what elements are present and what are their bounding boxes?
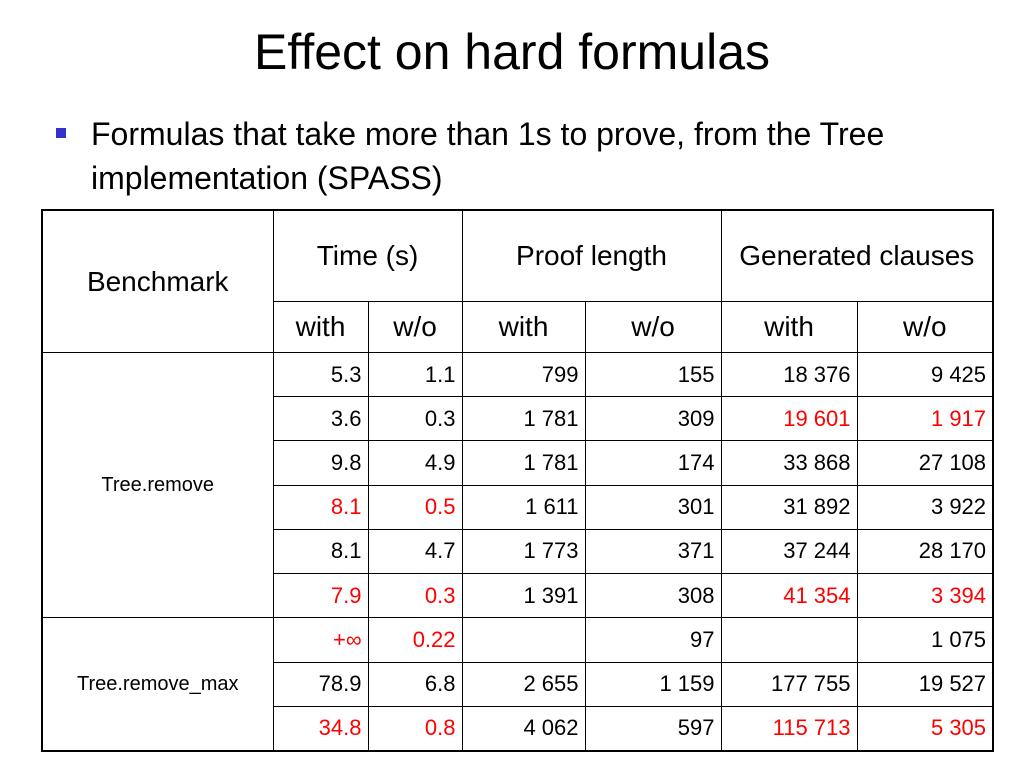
slide-title: Effect on hard formulas — [253, 24, 770, 80]
cell-time-with: 3.6 — [272, 396, 369, 442]
cell-time-with: 5.3 — [272, 351, 369, 398]
cell-proof-wo: 174 — [584, 440, 722, 486]
cell-time-with: +∞ — [272, 617, 369, 663]
cell-proof-with — [461, 617, 586, 663]
cell-time-wo: 4.9 — [367, 440, 463, 486]
header-time: Time (s) — [272, 209, 463, 302]
cell-time-wo: 0.5 — [367, 484, 463, 530]
cell-proof-with: 1 611 — [461, 484, 586, 530]
cell-proof-with: 1 781 — [461, 396, 586, 442]
header-time-wo: w/o — [367, 301, 463, 353]
cell-clauses-with — [720, 617, 858, 663]
header-generated-clauses: Generated clauses — [720, 209, 994, 302]
header-time-with: with — [272, 301, 369, 353]
cell-proof-wo: 597 — [584, 705, 722, 752]
cell-time-with: 8.1 — [272, 484, 369, 530]
cell-proof-wo: 155 — [584, 351, 722, 398]
cell-proof-with: 1 781 — [461, 440, 586, 486]
header-proof-with: with — [461, 301, 586, 353]
table-body: Tree.remove 5.3 1.1 799 155 18 376 9 425 3.6 0.3… — [41, 351, 994, 752]
header-clauses-wo: w/o — [856, 301, 994, 353]
cell-proof-with: 4 062 — [461, 705, 586, 752]
cell-proof-with: 1 391 — [461, 573, 586, 619]
cell-clauses-wo: 19 527 — [856, 661, 994, 707]
results-table: Benchmark Time (s) Proof length Generate… — [41, 209, 995, 752]
cell-proof-wo: 309 — [584, 396, 722, 442]
cell-clauses-wo: 5 305 — [856, 705, 994, 752]
cell-time-with: 78.9 — [272, 661, 369, 707]
bullet-text: Formulas that take more than 1s to prove… — [91, 116, 885, 196]
cell-time-wo: 0.22 — [367, 617, 463, 663]
cell-clauses-with: 19 601 — [720, 396, 858, 442]
header-clauses-with: with — [720, 301, 858, 353]
benchmark-cell: Tree.remove — [41, 351, 274, 619]
cell-clauses-with: 37 244 — [720, 528, 858, 575]
cell-clauses-with: 177 755 — [720, 661, 858, 707]
cell-clauses-with: 31 892 — [720, 484, 858, 530]
table-row: 78.9 6.8 2 655 1 159 177 755 19 527 — [42, 661, 994, 707]
cell-clauses-with: 18 376 — [720, 351, 858, 398]
cell-time-with: 9.8 — [272, 440, 369, 486]
table-row: 7.9 0.3 1 391 308 41 354 3 394 — [42, 573, 994, 619]
square-bullet-icon — [56, 128, 66, 138]
cell-clauses-with: 115 713 — [720, 705, 858, 752]
cell-time-wo: 0.3 — [367, 573, 463, 619]
cell-clauses-with: 33 868 — [720, 440, 858, 486]
cell-clauses-wo: 9 425 — [856, 351, 994, 398]
cell-proof-wo: 301 — [584, 484, 722, 530]
cell-time-wo: 4.7 — [367, 528, 463, 575]
cell-proof-with: 1 773 — [461, 528, 586, 575]
cell-proof-wo: 371 — [584, 528, 722, 575]
cell-clauses-wo: 27 108 — [856, 440, 994, 486]
table-row: 34.8 0.8 4 062 597 115 713 5 305 — [42, 705, 994, 752]
cell-time-wo: 1.1 — [367, 351, 463, 398]
cell-proof-wo: 97 — [584, 617, 722, 663]
bullet-item: Formulas that take more than 1s to prove… — [56, 112, 956, 200]
cell-time-with: 34.8 — [272, 705, 369, 752]
cell-time-wo: 0.3 — [367, 396, 463, 442]
cell-clauses-wo: 3 394 — [856, 573, 994, 619]
table-row: Tree.remove_max +∞ 0.22 97 1 075 — [41, 617, 994, 752]
header-row-top: Benchmark Time (s) Proof length Generate… — [41, 209, 994, 353]
header-proof-wo: w/o — [584, 301, 722, 353]
cell-proof-with: 2 655 — [461, 661, 586, 707]
benchmark-cell: Tree.remove_max — [41, 617, 274, 752]
cell-proof-with: 799 — [461, 351, 586, 398]
cell-clauses-wo: 28 170 — [856, 528, 994, 575]
cell-proof-wo: 308 — [584, 573, 722, 619]
table-row: 9.8 4.9 1 781 174 33 868 27 108 — [42, 440, 994, 486]
cell-clauses-with: 41 354 — [720, 573, 858, 619]
header-benchmark: Benchmark — [41, 209, 274, 353]
header-proof-length: Proof length — [461, 209, 722, 302]
table-row: Tree.remove 5.3 1.1 799 155 18 376 9 425 — [41, 351, 994, 619]
cell-clauses-wo: 3 922 — [856, 484, 994, 530]
table-row: 3.6 0.3 1 781 309 19 601 1 917 — [42, 396, 994, 442]
cell-proof-wo: 1 159 — [584, 661, 722, 707]
cell-clauses-wo: 1 917 — [856, 396, 994, 442]
cell-clauses-wo: 1 075 — [856, 617, 994, 663]
cell-time-wo: 0.8 — [367, 705, 463, 752]
table-row: 8.1 0.5 1 611 301 31 892 3 922 — [42, 484, 994, 530]
cell-time-with: 8.1 — [272, 528, 369, 575]
cell-time-with: 7.9 — [272, 573, 369, 619]
cell-time-wo: 6.8 — [367, 661, 463, 707]
